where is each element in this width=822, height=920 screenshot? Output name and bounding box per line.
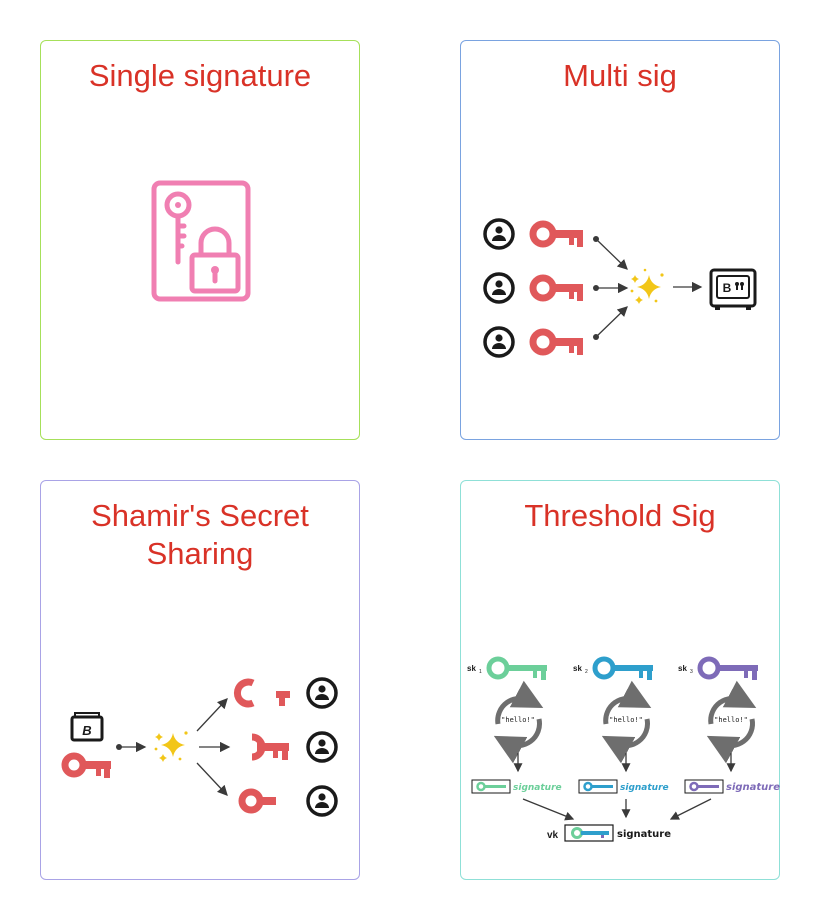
multi-sig-card: Multi sig <box>460 40 780 440</box>
single-signature-diagram <box>151 180 251 302</box>
verification-key-signature: vk signature <box>547 824 671 842</box>
user-icon-2 <box>483 272 515 304</box>
key-fragment-icon-1 <box>233 678 290 708</box>
signing-cycle-icon-2 <box>601 680 652 764</box>
key-icon-3 <box>533 332 583 355</box>
svg-text:B: B <box>82 723 91 738</box>
partial-signature-2: signature <box>578 779 669 794</box>
svg-text:vk: vk <box>547 830 559 841</box>
threshold-diagram: sk 1 "hello!" signature sk 2 <box>467 656 780 842</box>
sk3-label: sk 3 <box>678 664 693 675</box>
shamir-arrow-3 <box>196 762 228 796</box>
single-signature-title: Single signature <box>88 58 312 93</box>
bitcoin-safe-icon: B <box>709 268 757 310</box>
partial-signature-3: signature <box>684 779 780 794</box>
sk2-label: sk 2 <box>573 664 588 675</box>
user-icon-3 <box>483 326 515 358</box>
purple-key-icon <box>697 656 758 680</box>
user-icon-1 <box>306 677 338 709</box>
aggregate-arrow-3 <box>669 798 712 820</box>
user-icon-1 <box>483 218 515 250</box>
svg-text:sk: sk <box>573 664 582 673</box>
svg-text:B: B <box>723 281 732 295</box>
shamir-title-line-1: Shamir's Secret <box>91 498 309 533</box>
multi-sig-title: Multi sig <box>563 58 677 93</box>
svg-text:2: 2 <box>585 669 588 675</box>
partial-signature-1: signature <box>471 779 562 794</box>
svg-text:signature: signature <box>513 783 562 793</box>
multi-sig-diagram: B <box>483 218 757 441</box>
user-icon-3 <box>306 785 338 817</box>
user-icon-2 <box>306 731 338 763</box>
message-text-2: "hello!" <box>609 716 643 724</box>
key-icon <box>61 752 111 778</box>
key-icon-1 <box>533 224 583 247</box>
threshold-sig-card: Threshold Sig sk 1 "hello!" <box>460 480 780 880</box>
svg-text:signature: signature <box>726 782 780 793</box>
multi-arrow-3 <box>593 306 628 340</box>
single-signature-card: Single signature <box>40 40 360 440</box>
svg-text:signature: signature <box>617 829 671 840</box>
key-fragment-icon-2 <box>251 733 289 761</box>
key-icon-2 <box>533 278 583 301</box>
sparkle-icon <box>630 268 664 304</box>
key-document-lock-icon <box>151 180 251 302</box>
signing-cycle-icon-3 <box>706 680 757 764</box>
sk1-label: sk 1 <box>467 664 482 675</box>
sparkle-icon <box>154 731 188 762</box>
multi-arrow-1 <box>593 236 628 270</box>
svg-text:signature: signature <box>620 783 669 793</box>
svg-text:sk: sk <box>467 664 476 673</box>
shamir-diagram: B <box>61 677 338 817</box>
shamir-title-line-2: Sharing <box>146 536 254 571</box>
message-text-1: "hello!" <box>501 716 535 724</box>
svg-text:3: 3 <box>690 669 693 675</box>
shamir-secret-sharing-card: Shamir's Secret Sharing B <box>40 480 360 880</box>
key-fragment-icon-3 <box>238 788 276 814</box>
multi-arrow-2 <box>593 282 629 294</box>
message-text-3: "hello!" <box>714 716 748 724</box>
svg-text:sk: sk <box>678 664 687 673</box>
svg-text:1: 1 <box>479 669 482 675</box>
signing-cycle-icon-1 <box>493 680 544 764</box>
bitcoin-wallet-icon: B <box>70 712 104 742</box>
green-key-icon <box>486 656 547 680</box>
shamir-arrow-in <box>116 741 147 753</box>
aggregate-arrow-1 <box>522 798 575 821</box>
threshold-sig-title: Threshold Sig <box>524 498 716 533</box>
shamir-arrow-1 <box>196 698 228 732</box>
blue-key-icon <box>592 656 653 680</box>
